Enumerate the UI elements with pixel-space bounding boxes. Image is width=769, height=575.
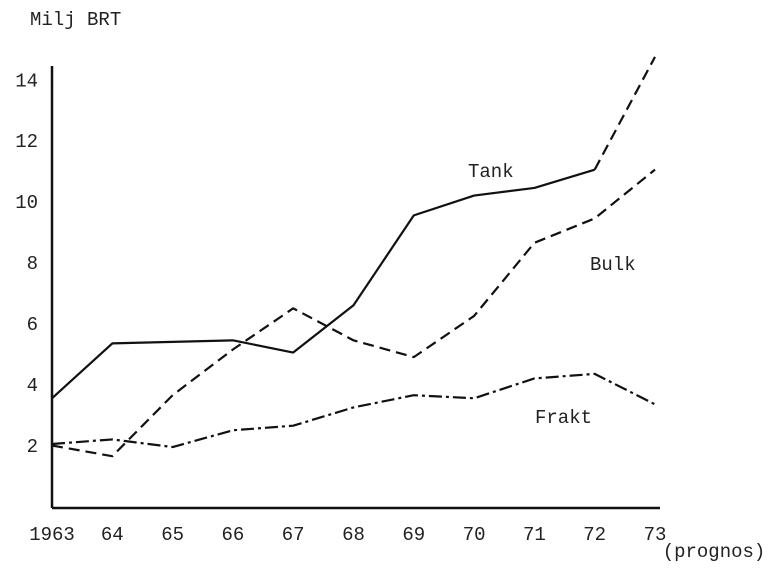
y-tick-label: 12 bbox=[15, 131, 38, 153]
x-tick-label: 64 bbox=[101, 524, 124, 546]
x-tick-label: 1963 bbox=[29, 524, 75, 546]
x-tick-label: 72 bbox=[583, 524, 606, 546]
x-tick-label: 73 bbox=[644, 524, 667, 546]
series-label: Frakt bbox=[535, 407, 592, 429]
x-tick-label: 65 bbox=[161, 524, 184, 546]
x-tick-label: 66 bbox=[221, 524, 244, 546]
series-label: Bulk bbox=[590, 254, 636, 276]
series-label: Tank bbox=[468, 161, 514, 183]
x-tick-label: 70 bbox=[463, 524, 486, 546]
x-tick-label: 67 bbox=[282, 524, 305, 546]
x-annotation: (prognos) bbox=[663, 541, 766, 563]
y-tick-label: 10 bbox=[15, 192, 38, 214]
y-axis-label: Milj BRT bbox=[30, 9, 121, 31]
y-tick-label: 4 bbox=[27, 375, 38, 397]
x-tick-label: 69 bbox=[402, 524, 425, 546]
y-tick-label: 14 bbox=[15, 70, 38, 92]
series-line bbox=[51, 168, 596, 400]
series-line bbox=[593, 56, 656, 171]
x-tick-label: 71 bbox=[523, 524, 546, 546]
series-line bbox=[51, 168, 656, 458]
series-line bbox=[51, 372, 656, 449]
x-tick-label: 68 bbox=[342, 524, 365, 546]
y-tick-label: 8 bbox=[27, 253, 38, 275]
y-tick-label: 2 bbox=[27, 436, 38, 458]
y-tick-label: 6 bbox=[27, 314, 38, 336]
